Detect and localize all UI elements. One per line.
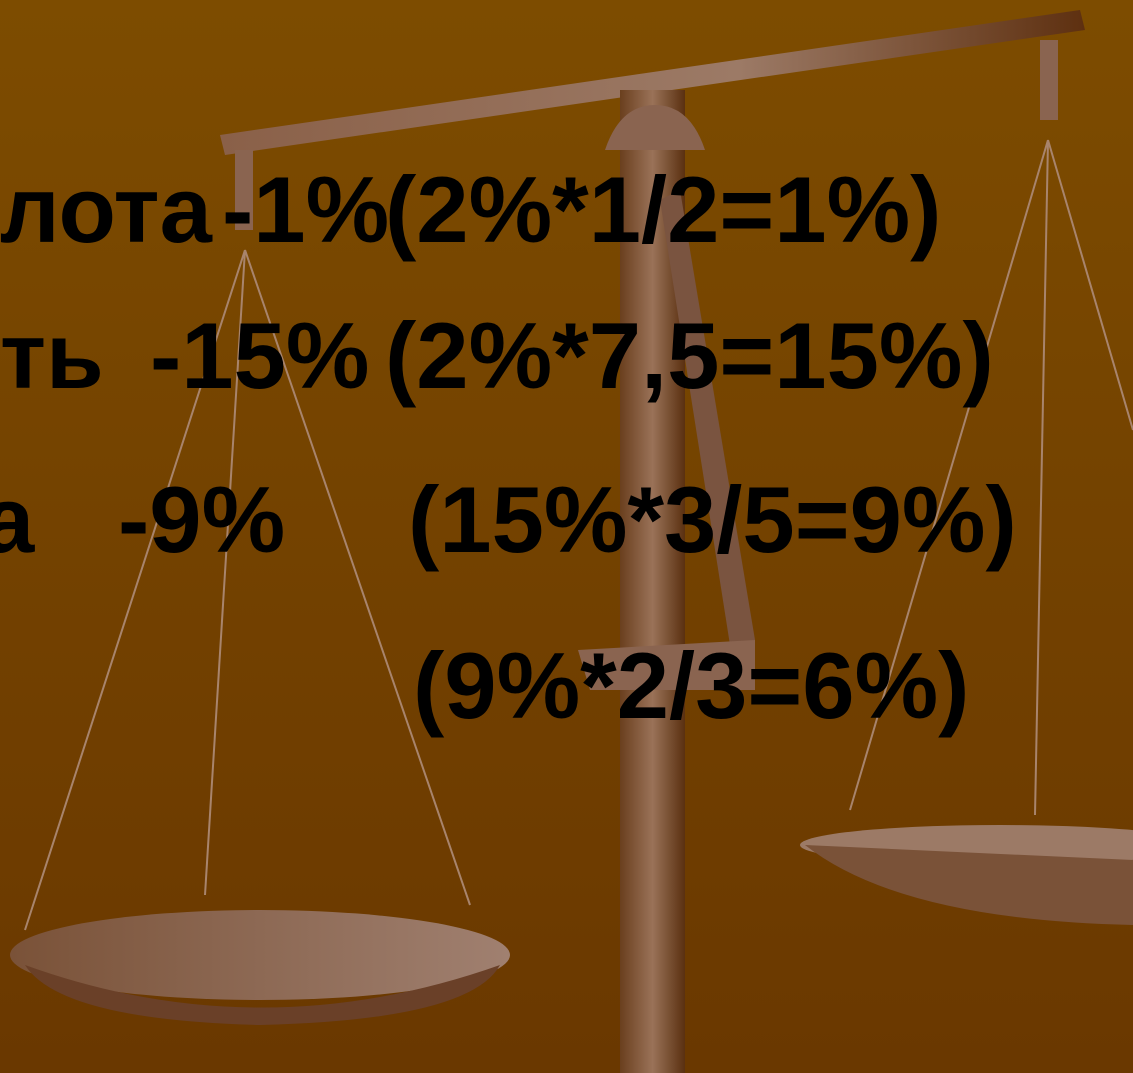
row-label: ть (0, 303, 104, 408)
row-formula: (2%*1/2=1%) (385, 157, 941, 262)
row-value: -1% (222, 157, 389, 262)
row-label: а (0, 467, 35, 572)
row-formula: (9%*2/3=6%) (413, 633, 969, 738)
row-formula: (2%*7,5=15%) (385, 303, 994, 408)
row-value: -15% (150, 303, 369, 408)
row-label: лота (0, 157, 213, 262)
row-formula: (15%*3/5=9%) (408, 467, 1017, 572)
row-value: -9% (118, 467, 285, 572)
slide: лота-1%(2%*1/2=1%) ть -15%(2%*7,5=15%) а -9%… (0, 0, 1133, 1073)
